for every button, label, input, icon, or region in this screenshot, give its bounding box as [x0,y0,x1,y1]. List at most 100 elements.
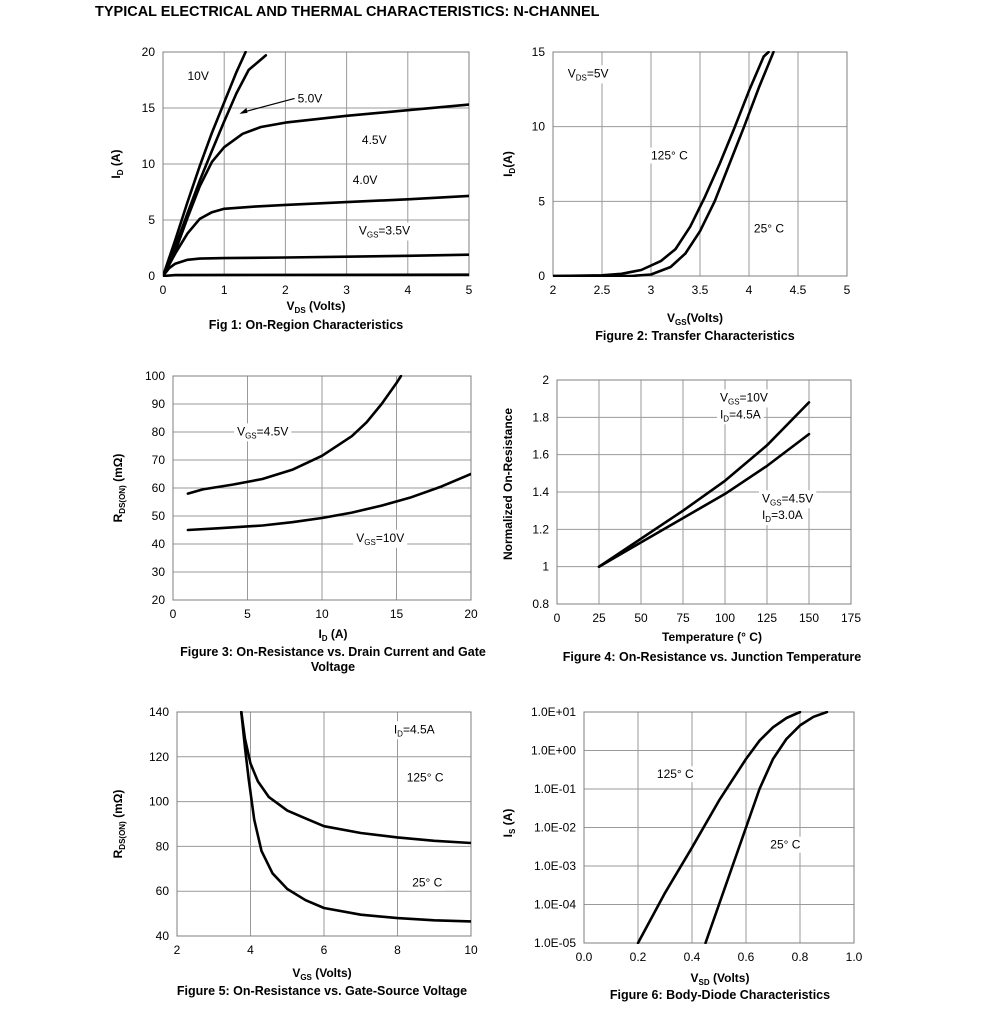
curve-label-main: V [237,424,245,438]
y-tick-label: 60 [152,481,166,495]
curve-label-main: V [568,66,576,80]
x-tick-label: 2 [282,283,289,297]
x-tick-label: 2 [550,283,557,297]
y-axis-label: ID (A) [109,149,125,178]
curve-label-bg [409,874,446,891]
y-tick-label: 1.6 [532,448,549,462]
curve-label-tail: =5V [587,66,609,80]
curve-label: VDS=5V [568,66,609,82]
curve-label: 10V [187,69,208,83]
x-axis-label-main: V [691,971,699,985]
curve-label: 125° C [407,770,444,784]
curve-label-main: I [762,508,765,522]
x-axis-label: Temperature (° C) [662,630,762,644]
curve-label-main: 5.0V [298,91,323,105]
curve-label-bg [184,68,212,84]
y-axis-label-main: R [111,513,125,522]
curve-label-bg [716,406,764,425]
x-tick-label: 0.0 [576,950,593,964]
curve-label-main: 25° C [770,838,800,852]
series-line-125-c [240,711,471,845]
chart-fig6: 0.0 0.2 0.4 0.6 0.8 1.0 1.0E-05 1.0E-04 1.0E-03 1… [501,705,863,1002]
x-tick-label: 2 [174,943,181,957]
curve-label-tail: =10V [376,531,404,545]
y-tick-label: 1.0E+00 [531,744,576,758]
y-tick-label: 80 [152,425,166,439]
x-tick-label: 20 [464,607,478,621]
curve-label: VGS=10V [356,531,404,547]
y-axis-label-main: I [501,834,515,837]
x-tick-label: 150 [799,611,819,625]
figure-title: Figure 3: On-Resistance vs. Drain Curren… [180,645,486,674]
x-tick-label: 8 [394,943,401,957]
series-line-v-gs-4-5v [186,375,403,495]
curve-label: VGS=4.5V [762,491,813,507]
y-axis-label-main: I [501,174,515,177]
curve-label-bg [234,423,292,442]
curve-label: 25° C [754,222,784,236]
page-title: TYPICAL ELECTRICAL AND THERMAL CHARACTER… [95,4,600,20]
y-tick-label: 5 [148,213,155,227]
curve-label-sub: D [765,515,771,524]
y-axis-label: RDS(ON) (mΩ) [111,790,127,859]
y-axis-label-sub: DS(ON) [118,821,127,850]
x-axis-label-main: V [287,299,295,313]
y-axis-label-main: I [109,175,123,178]
y-tick-label: 60 [156,884,170,898]
series-line-5-0v [163,54,268,277]
y-tick-label: 1.0E-05 [534,936,576,950]
y-tick-label: 90 [152,397,166,411]
x-tick-label: 2.5 [594,283,611,297]
x-axis-label-sub: SD [699,978,710,987]
x-tick-label: 25 [592,611,606,625]
curve-label: 5.0V [298,91,323,105]
series-line-4-0v [163,194,469,277]
x-tick-label: 10 [315,607,329,621]
y-tick-label: 1 [542,560,549,574]
curve-label: VGS=10V [720,390,768,406]
curve-label-bg [716,389,771,408]
curve-label-tail: =4.5A [403,722,435,736]
curve-label: 4.0V [353,173,378,187]
figure-title: Figure 6: Body-Diode Characteristics [610,988,830,1002]
curve-label: ID=4.5A [720,407,761,423]
y-tick-label: 10 [532,120,546,134]
curve-label-tail: =4.5V [782,491,814,505]
x-tick-label: 4.5 [790,283,807,297]
y-axis-label-main: Normalized On-Resistance [501,408,515,560]
series-line-4-5v [163,103,469,277]
x-axis-label-tail: (Volts) [306,299,346,313]
curve-label: 25° C [412,876,442,890]
series-line-25-c [704,711,829,944]
x-tick-label: 5 [844,283,851,297]
x-axis-label-sub: D [322,634,328,643]
curve-label-tail: =3.5V [378,224,410,238]
curve-label-bg [390,721,438,740]
y-tick-label: 30 [152,565,166,579]
x-tick-label: 5 [244,607,251,621]
x-axis-label: VDS (Volts) [287,299,346,315]
x-axis-label-tail: (Volts) [710,971,750,985]
curve-label-sub: GS [364,538,376,547]
y-axis-label: Normalized On-Resistance [501,408,515,560]
curve-label-tail: =3.0A [771,508,803,522]
curve-label-sub: D [397,729,403,738]
y-tick-label: 70 [152,453,166,467]
x-axis-label-main: Temperature (° C) [662,630,762,644]
y-tick-label: 140 [149,705,169,719]
y-tick-label: 80 [156,839,170,853]
curve-label: 125° C [657,767,694,781]
curve-label-main: 25° C [412,876,442,890]
curve-label: 25° C [770,838,800,852]
x-axis-label: VGS(Volts) [667,311,723,327]
y-tick-label: 1.0E-02 [534,821,576,835]
x-axis-label-main: V [667,311,675,325]
y-tick-label: 5 [538,194,545,208]
curve-label-bg [403,769,447,786]
curve-label-tail: =4.5V [257,424,289,438]
x-axis-label: VGS (Volts) [292,966,351,982]
curve-label-bg [349,172,381,189]
